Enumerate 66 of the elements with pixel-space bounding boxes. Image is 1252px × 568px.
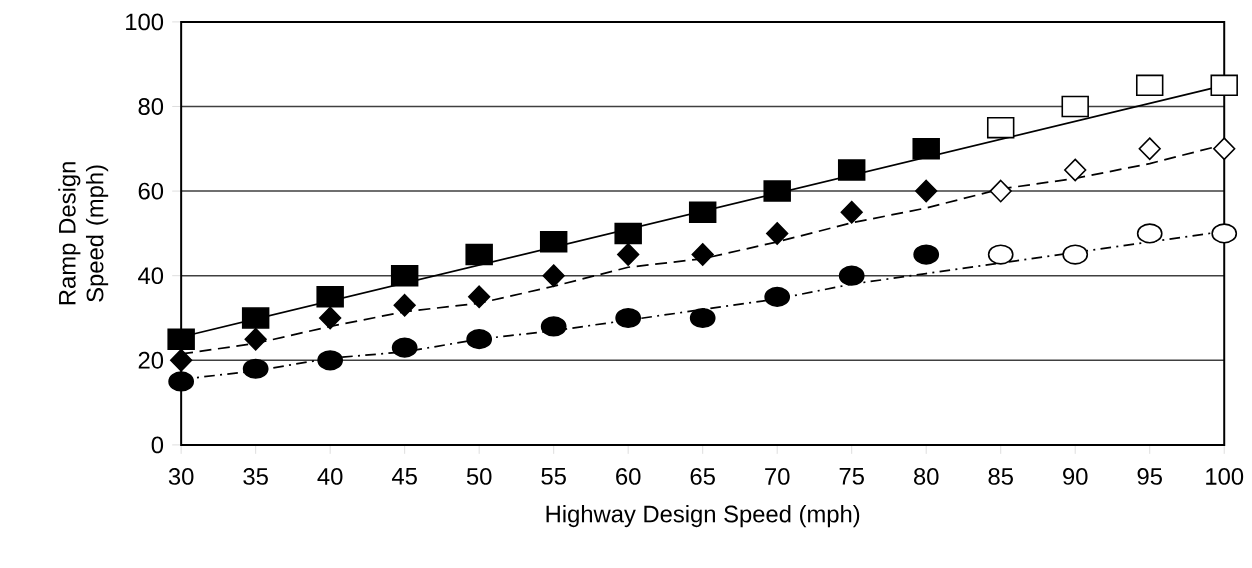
x-tick-label: 45 (391, 467, 417, 485)
point (465, 243, 493, 266)
x-tick-label: 70 (765, 467, 790, 485)
point (390, 264, 419, 287)
point (614, 222, 642, 244)
y-tick-label: 60 (138, 182, 164, 200)
point (840, 200, 863, 224)
x-tick-label: 50 (466, 467, 492, 485)
point (912, 137, 940, 160)
point (1061, 95, 1089, 118)
x-tick-label: 95 (1137, 467, 1162, 485)
point (540, 316, 567, 337)
point (1210, 74, 1238, 96)
x-tick-label: 30 (168, 467, 194, 485)
point (1135, 74, 1164, 96)
point (241, 307, 270, 329)
point (615, 307, 642, 328)
point (391, 337, 418, 358)
point (837, 159, 866, 181)
y-tick-label: 80 (138, 97, 164, 115)
x-tick-label: 75 (839, 467, 864, 485)
point (542, 264, 565, 287)
y-tick-label: 0 (151, 436, 164, 454)
point (393, 293, 416, 317)
point (242, 358, 269, 379)
point (689, 307, 716, 328)
point (989, 179, 1012, 203)
point (691, 242, 714, 266)
x-axis-title: Highway Design Speed (mph) (546, 504, 860, 527)
y-tick-label: 40 (138, 267, 164, 284)
point (766, 221, 789, 245)
x-tick-label: 60 (616, 467, 641, 485)
point (915, 179, 938, 203)
point (986, 116, 1015, 139)
x-tick-label: 40 (317, 467, 343, 485)
point (1064, 158, 1087, 182)
point (1062, 244, 1089, 265)
point (913, 244, 940, 265)
point (539, 230, 568, 253)
point (170, 348, 193, 372)
point (167, 328, 195, 350)
point (763, 180, 791, 202)
point (1138, 137, 1161, 161)
x-tick-label: 90 (1063, 467, 1088, 485)
x-tick-label: 80 (914, 467, 939, 485)
point (688, 201, 717, 223)
point (317, 350, 344, 371)
point (1136, 223, 1163, 244)
point (319, 306, 342, 330)
point (764, 286, 791, 307)
x-tick-label: 100 (1206, 467, 1244, 485)
point (168, 371, 195, 392)
x-tick-label: 85 (988, 467, 1013, 485)
x-tick-label: 35 (243, 467, 268, 485)
point (468, 285, 491, 309)
point (466, 328, 493, 350)
point (987, 244, 1014, 265)
point (244, 327, 267, 351)
y-tick-label: 100 (126, 13, 164, 31)
point (316, 285, 344, 308)
x-tick-label: 65 (690, 467, 715, 485)
x-tick-label: 55 (541, 467, 566, 485)
y-tick-label: 20 (138, 351, 164, 369)
y-axis-title: Ramp Design Speed (mph) (58, 162, 109, 305)
point (617, 242, 640, 266)
point (838, 265, 865, 286)
